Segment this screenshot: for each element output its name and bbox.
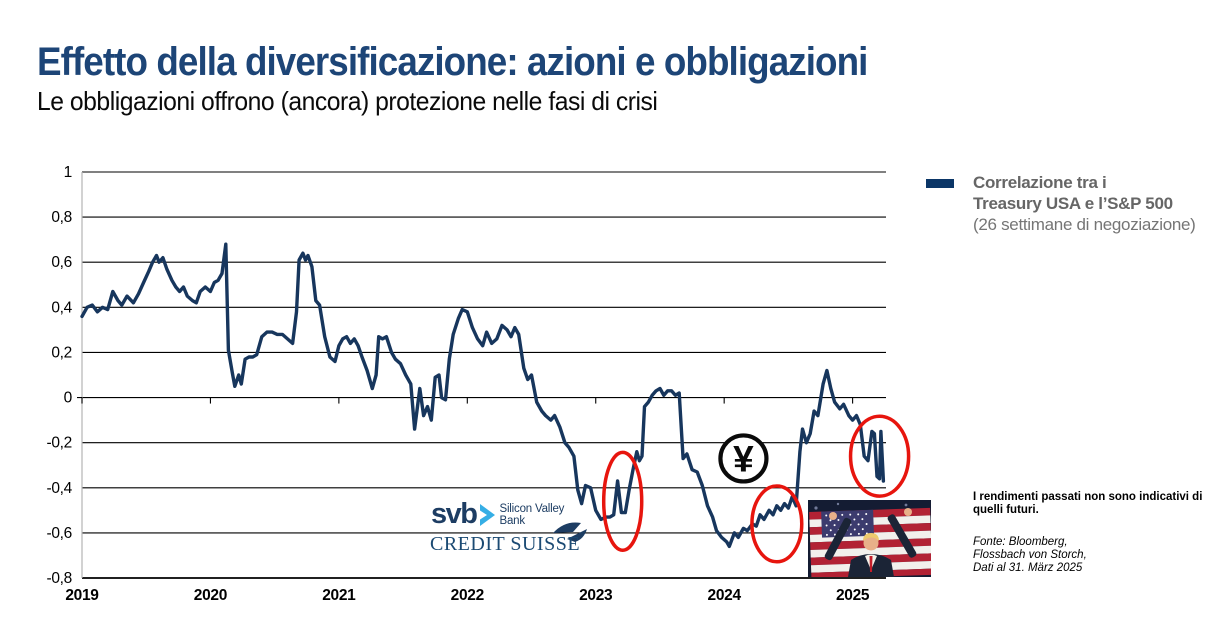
- x-tick-label: 2023: [579, 587, 613, 604]
- disclaimer-text: I rendimenti passati non sono indicativi…: [973, 491, 1203, 516]
- source-line: Dati al 31. März 2025: [973, 562, 1083, 574]
- x-tick-label: 2021: [322, 587, 356, 604]
- yen-badge-circle-icon: [718, 433, 769, 484]
- svb-name-line2: Bank: [499, 515, 525, 527]
- page-subtitle: Le obbligazioni offrono (ancora) protezi…: [37, 86, 658, 116]
- legend-label-line3: (26 settimane di negoziazione): [973, 215, 1196, 234]
- highlight-ellipse-2025: [848, 414, 911, 498]
- y-tick-label: -0,6: [46, 525, 72, 542]
- legend-label-line1: Correlazione tra i: [973, 173, 1107, 192]
- x-tick-label: 2020: [194, 587, 227, 604]
- svb-name-line1: Silicon Valley: [499, 503, 565, 515]
- x-tick-label: 2025: [836, 587, 870, 604]
- y-tick-label: 0,6: [51, 254, 72, 271]
- x-tick-label: 2019: [65, 587, 99, 604]
- legend-swatch: [926, 179, 954, 188]
- y-tick-label: 0,8: [51, 209, 72, 226]
- figure-silhouette: [824, 508, 917, 577]
- legend-label-line2: Treasury USA e l’S&P 500: [973, 194, 1173, 213]
- svb-chevron-icon: [479, 504, 496, 531]
- credit-suisse-wordmark: CREDIT SUISSE: [430, 533, 581, 555]
- x-tick-label: 2024: [708, 587, 742, 604]
- svb-wordmark: svb: [431, 498, 478, 530]
- svb-logo: svb Silicon Valley Bank: [431, 498, 565, 531]
- source-line: Fonte: Bloomberg,: [973, 536, 1068, 548]
- y-tick-label: -0,2: [46, 435, 72, 452]
- highlight-ellipse-2024: [750, 484, 804, 564]
- correlation-line: [80, 242, 886, 549]
- y-tick-label: 0,4: [51, 299, 72, 316]
- source-line: Flossbach von Storch,: [973, 549, 1087, 561]
- chart-legend: Correlazione tra i Treasury USA e l’S&P …: [926, 172, 1226, 235]
- highlight-ellipse-svb-crisis: [601, 450, 644, 553]
- y-tick-label: -0,8: [46, 570, 72, 587]
- y-tick-label: -0,4: [46, 480, 72, 497]
- source-text: Fonte: Bloomberg, Flossbach von Storch, …: [973, 536, 1225, 575]
- y-tick-label: 1: [64, 164, 72, 181]
- y-tick-label: 0,2: [51, 344, 72, 361]
- page-title: Effetto della diversificazione: azioni e…: [37, 40, 868, 84]
- yen-badge-symbol: ¥: [733, 438, 754, 479]
- x-tick-label: 2022: [451, 587, 484, 604]
- footnotes: I rendimenti passati non sono indicativi…: [973, 491, 1225, 575]
- credit-suisse-sails-icon: [551, 519, 593, 550]
- y-tick-label: 0: [64, 390, 73, 407]
- trump-flag-photo: [808, 500, 933, 579]
